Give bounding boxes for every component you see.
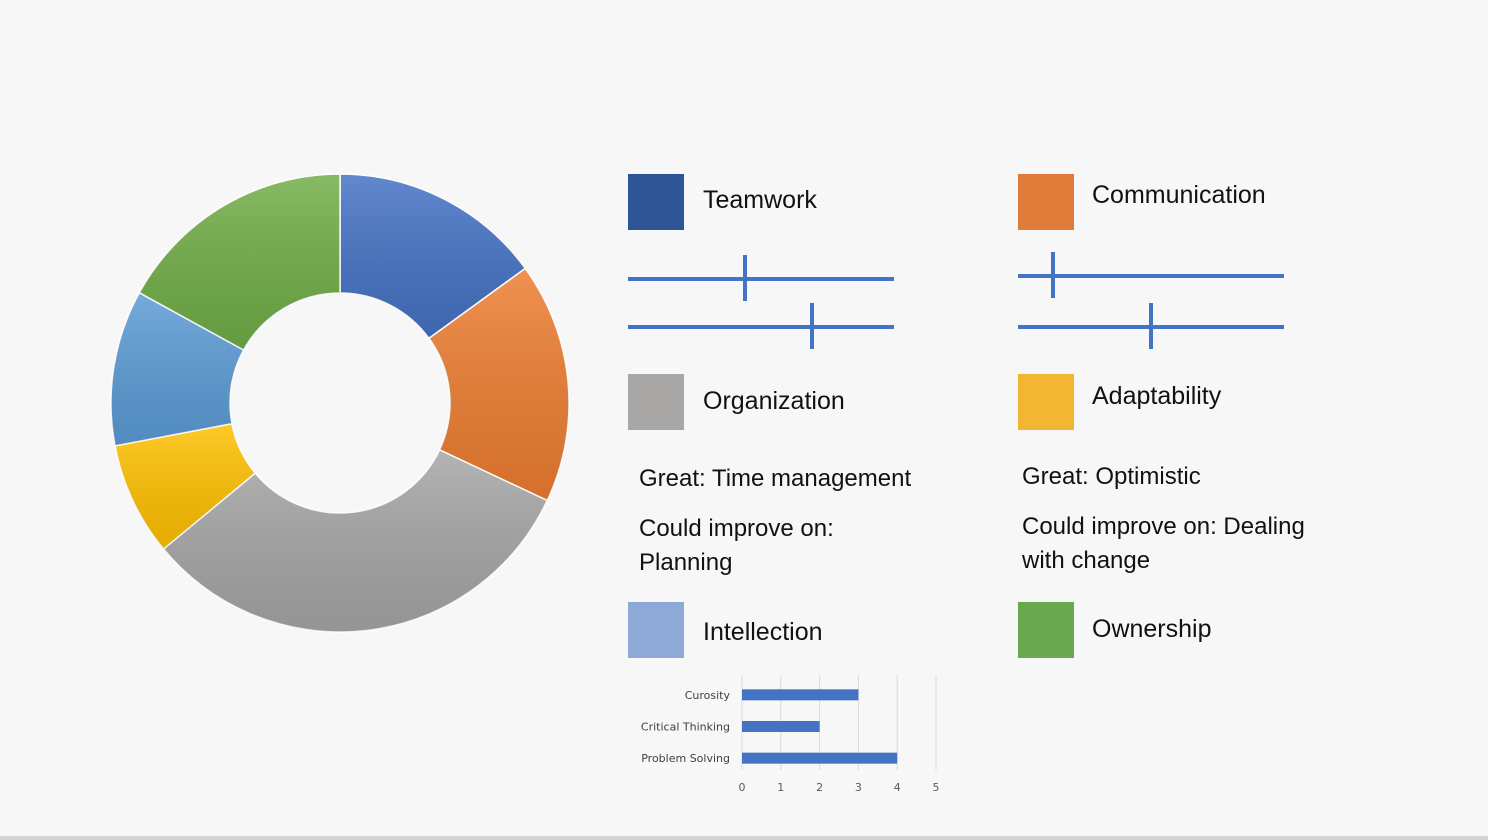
communication-slider-2[interactable] — [1018, 303, 1284, 351]
donut-slice-shade — [115, 423, 256, 549]
donut-slice-shade — [428, 268, 569, 501]
adaptability-improve: Could improve on: Dealing with change — [1022, 513, 1305, 574]
adaptability-label: Adaptability — [1092, 382, 1222, 410]
teamwork-slider-2[interactable] — [628, 303, 894, 351]
slider-thumb[interactable] — [1149, 303, 1153, 349]
donut-slice-shade — [163, 449, 548, 633]
organization-great: Great: Time management — [639, 465, 912, 492]
bar — [742, 752, 898, 764]
bottom-divider — [0, 836, 1488, 840]
slider-track — [628, 325, 894, 329]
bar-tick-label: 1 — [777, 781, 784, 794]
bar-category-label: Critical Thinking — [641, 721, 730, 734]
bar-tick-label: 4 — [894, 781, 901, 794]
intellection-swatch — [628, 602, 684, 658]
donut-chart — [110, 173, 570, 633]
teamwork-swatch — [628, 174, 684, 230]
adaptability-swatch — [1018, 374, 1074, 430]
bar-category-label: Problem Solving — [641, 752, 730, 765]
bar-tick-label: 2 — [816, 781, 823, 794]
organization-improve: Could improve on: Planning — [639, 515, 834, 576]
bar — [742, 689, 859, 701]
intellection-label: Intellection — [703, 618, 823, 646]
slider-thumb[interactable] — [809, 303, 814, 349]
organization-swatch — [628, 374, 684, 430]
adaptability-great: Great: Optimistic — [1022, 463, 1201, 490]
communication-swatch — [1018, 174, 1074, 230]
communication-label: Communication — [1092, 181, 1266, 209]
ownership-swatch — [1018, 602, 1074, 658]
teamwork-slider-1[interactable] — [628, 255, 894, 303]
adaptability-notes: Great: Optimistic Could improve on: Deal… — [1022, 460, 1352, 578]
donut-slice-shade — [139, 174, 340, 351]
slider-track — [628, 277, 894, 281]
ownership-label: Ownership — [1092, 615, 1212, 643]
teamwork-label: Teamwork — [703, 186, 817, 214]
donut-slice-shade — [340, 174, 526, 339]
bar-category-label: Curosity — [685, 689, 731, 702]
intellection-bar-chart: Curosity Critical Thinking Problem Solving… — [641, 675, 940, 794]
slider-thumb[interactable] — [743, 255, 748, 301]
bar-tick-label: 5 — [933, 781, 940, 794]
communication-slider-1[interactable] — [1018, 252, 1284, 300]
bar — [742, 721, 820, 732]
organization-label: Organization — [703, 387, 845, 415]
bar-tick-label: 0 — [739, 781, 746, 794]
donut-slice-shade — [111, 292, 244, 446]
slider-thumb[interactable] — [1050, 252, 1055, 298]
bar-tick-label: 3 — [855, 781, 862, 794]
slider-track — [1018, 274, 1284, 278]
organization-notes: Great: Time management Could improve on:… — [639, 462, 969, 580]
